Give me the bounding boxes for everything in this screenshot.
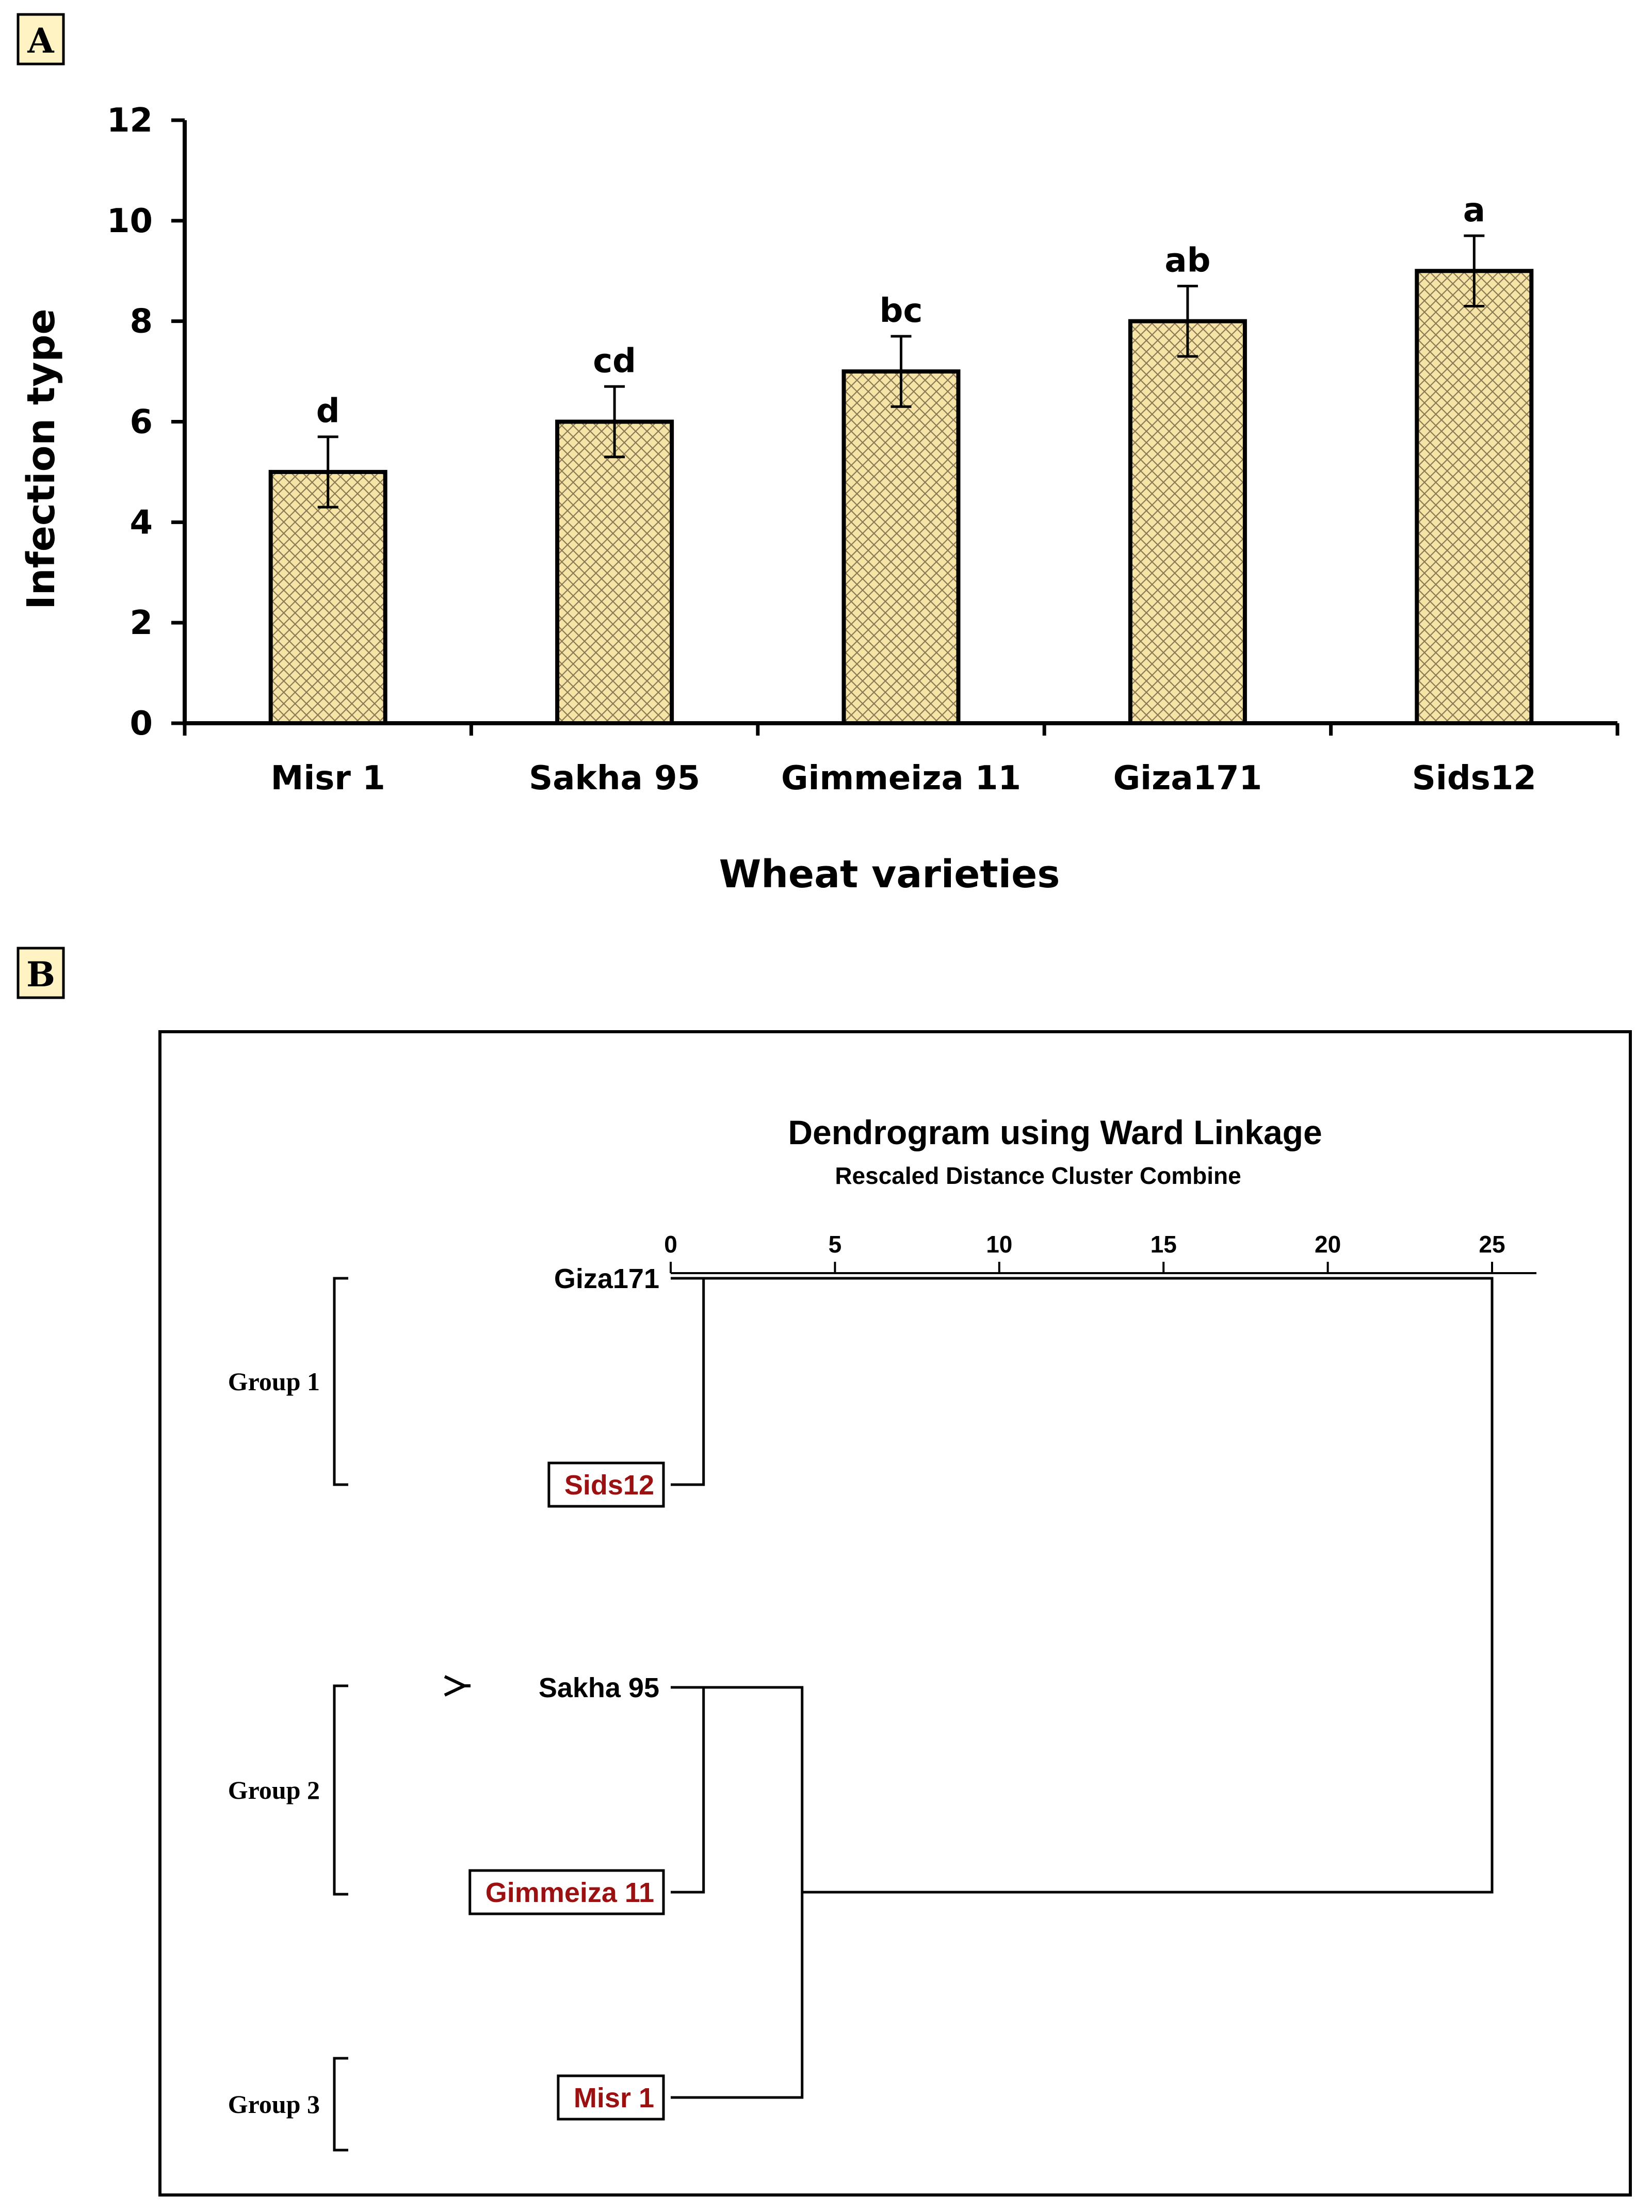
dendrogram-leaf: Misr 1	[557, 2074, 665, 2121]
dendrogram-subtitle: Rescaled Distance Cluster Combine	[835, 1162, 1241, 1189]
distance-tick-label: 0	[664, 1231, 677, 1258]
dendrogram-leaves: Giza171 Sids12 Sakha 95 Gimmeiza 11 Misr 1	[468, 1263, 665, 2121]
dendrogram-leaf: Gimmeiza 11	[468, 1869, 665, 1915]
group-bracket: Group 2	[228, 1684, 348, 1896]
bracket-line	[333, 1684, 348, 1896]
bar	[841, 369, 961, 725]
significance-letter: d	[316, 393, 340, 431]
y-axis-title: Infection type	[19, 308, 63, 609]
y-tick-label: 12	[107, 102, 153, 140]
distance-tick-label: 10	[986, 1231, 1012, 1258]
bar	[1128, 319, 1247, 725]
x-axis-title: Wheat varieties	[719, 852, 1060, 897]
dendrogram-groups: Group 1 Group 2 Group 3	[228, 1277, 348, 2152]
leaf-highlight-box	[557, 2074, 665, 2121]
x-tick-label: Misr 1	[271, 759, 385, 798]
y-tick-label: 4	[129, 503, 153, 542]
panel-a-badge: A	[17, 13, 65, 66]
panel-a-letter: A	[27, 21, 54, 61]
panel-b-letter: B	[26, 954, 55, 995]
group-bracket: Group 3	[228, 2057, 348, 2152]
bar-chart: 0 2 4 6 8 10 12 d cd bc ab a Misr 1 Sakha 95 Gimmeiz…	[19, 102, 1619, 897]
significance-letter: cd	[593, 342, 636, 380]
leaf-label: Giza171	[554, 1263, 659, 1294]
bar	[555, 419, 674, 725]
x-tick-label: Giza171	[1113, 759, 1262, 798]
dendrogram-frame	[158, 1030, 1632, 2197]
bar	[268, 469, 387, 726]
group-label: Group 1	[228, 1367, 320, 1396]
bracket-line	[333, 2057, 348, 2152]
significance-letter: ab	[1164, 241, 1210, 280]
bar-chart-x-labels: Misr 1 Sakha 95 Gimmeiza 11 Giza171 Sids12	[271, 759, 1536, 798]
dendrogram-title: Dendrogram using Ward Linkage	[788, 1113, 1322, 1151]
leaf-label: Sids12	[564, 1470, 654, 1501]
y-tick-label: 2	[129, 604, 153, 642]
dendrogram-links	[671, 1277, 1494, 2099]
bar-chart-y-ticks: 0 2 4 6 8 10 12	[107, 102, 185, 743]
bar-chart-bars: d cd bc ab a	[268, 191, 1534, 726]
x-tick-label: Gimmeiza 11	[781, 759, 1021, 798]
pointer-arrow-icon	[444, 1675, 471, 1697]
x-tick-label: Sids12	[1412, 759, 1536, 798]
leaf-label: Sakha 95	[539, 1672, 659, 1703]
y-tick-label: 10	[107, 202, 153, 240]
leaf-label: Gimmeiza 11	[485, 1877, 654, 1908]
dendrogram-leaf: Giza171	[554, 1263, 659, 1294]
leaf-highlight-box	[547, 1461, 665, 1508]
link-giza171-sids12	[671, 1277, 705, 1486]
dendrogram-panel: Dendrogram using Ward Linkage Rescaled D…	[158, 1030, 1632, 2197]
distance-tick-label: 20	[1315, 1231, 1341, 1258]
x-tick-label: Sakha 95	[529, 759, 700, 798]
y-tick-label: 6	[129, 403, 153, 442]
group-bracket: Group 1	[228, 1277, 348, 1486]
significance-letter: a	[1463, 191, 1485, 230]
dendrogram-leaf: Sakha 95	[539, 1672, 659, 1703]
group-label: Group 3	[228, 2090, 320, 2119]
distance-tick-label: 25	[1479, 1231, 1505, 1258]
link-root	[703, 1277, 1494, 1894]
link-sakha95-gimmeiza11	[671, 1686, 705, 1894]
leaf-label: Misr 1	[574, 2083, 654, 2113]
distance-tick-label: 5	[829, 1231, 842, 1258]
significance-letter: bc	[880, 292, 923, 330]
panel-b-badge: B	[17, 947, 65, 999]
y-tick-label: 8	[129, 303, 153, 341]
dendrogram-leaf: Sids12	[547, 1461, 665, 1508]
bracket-line	[333, 1277, 348, 1486]
dendrogram-distance-axis: 0 5 10 15 20 25	[664, 1231, 1536, 1274]
distance-tick-label: 15	[1151, 1231, 1177, 1258]
leaf-highlight-box	[468, 1869, 665, 1915]
y-tick-label: 0	[129, 705, 153, 743]
bar	[1415, 269, 1534, 725]
group-label: Group 2	[228, 1776, 320, 1804]
